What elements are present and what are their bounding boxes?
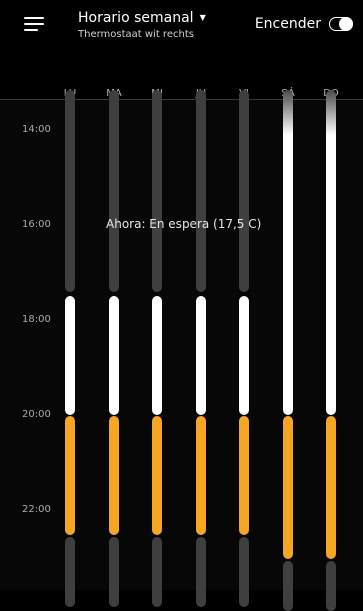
toggle-knob <box>339 17 353 31</box>
heat-block-lu[interactable] <box>65 416 75 535</box>
title-text: Horario semanal <box>78 10 194 26</box>
schedule-selector[interactable]: Horario semanal ▼ Thermostaat wit rechts <box>78 10 206 41</box>
time-label: 20:00 <box>22 409 51 420</box>
power-toggle[interactable] <box>329 17 353 31</box>
comfort-block-ma[interactable] <box>109 296 119 415</box>
comfort-block-vi[interactable] <box>239 296 249 415</box>
standby-block-ma[interactable] <box>109 90 119 292</box>
heat-block-ma[interactable] <box>109 416 119 535</box>
heat-block-sa[interactable] <box>283 416 293 559</box>
heat-block-mi[interactable] <box>152 416 162 535</box>
heat-block-ju[interactable] <box>196 416 206 535</box>
heat-block-do[interactable] <box>326 416 336 559</box>
time-label: 22:00 <box>22 504 51 515</box>
app-header: Horario semanal ▼ Thermostaat wit rechts … <box>0 0 363 50</box>
standby-block-mi[interactable] <box>152 90 162 292</box>
header-divider <box>0 99 363 100</box>
power-label: Encender <box>254 16 321 32</box>
device-name: Thermostaat wit rechts <box>78 29 194 40</box>
standby-block-vi[interactable] <box>239 537 249 607</box>
standby-block-vi[interactable] <box>239 90 249 292</box>
comfort-block-sa[interactable] <box>283 90 293 415</box>
heat-block-vi[interactable] <box>239 416 249 535</box>
standby-block-lu[interactable] <box>65 537 75 607</box>
comfort-block-do[interactable] <box>326 90 336 415</box>
comfort-block-mi[interactable] <box>152 296 162 415</box>
comfort-block-lu[interactable] <box>65 296 75 415</box>
schedule-grid: 14:00 16:00 18:00 20:00 22:00 Ahora: En … <box>0 90 363 611</box>
standby-block-sa[interactable] <box>283 561 293 611</box>
standby-block-ju[interactable] <box>196 90 206 292</box>
power-control[interactable]: Encender <box>255 16 353 32</box>
standby-block-lu[interactable] <box>65 90 75 292</box>
standby-block-ju[interactable] <box>196 537 206 607</box>
standby-block-ma[interactable] <box>109 537 119 607</box>
time-label: 16:00 <box>22 219 51 230</box>
page-title: Horario semanal ▼ <box>78 10 206 26</box>
comfort-block-ju[interactable] <box>196 296 206 415</box>
current-status-label: Ahora: En espera (17,5 C) <box>106 217 262 231</box>
standby-block-do[interactable] <box>326 561 336 611</box>
standby-block-mi[interactable] <box>152 537 162 607</box>
caret-down-icon: ▼ <box>199 13 206 22</box>
hamburger-menu-icon[interactable] <box>24 17 44 33</box>
time-label: 18:00 <box>22 314 51 325</box>
time-label: 14:00 <box>22 124 51 135</box>
